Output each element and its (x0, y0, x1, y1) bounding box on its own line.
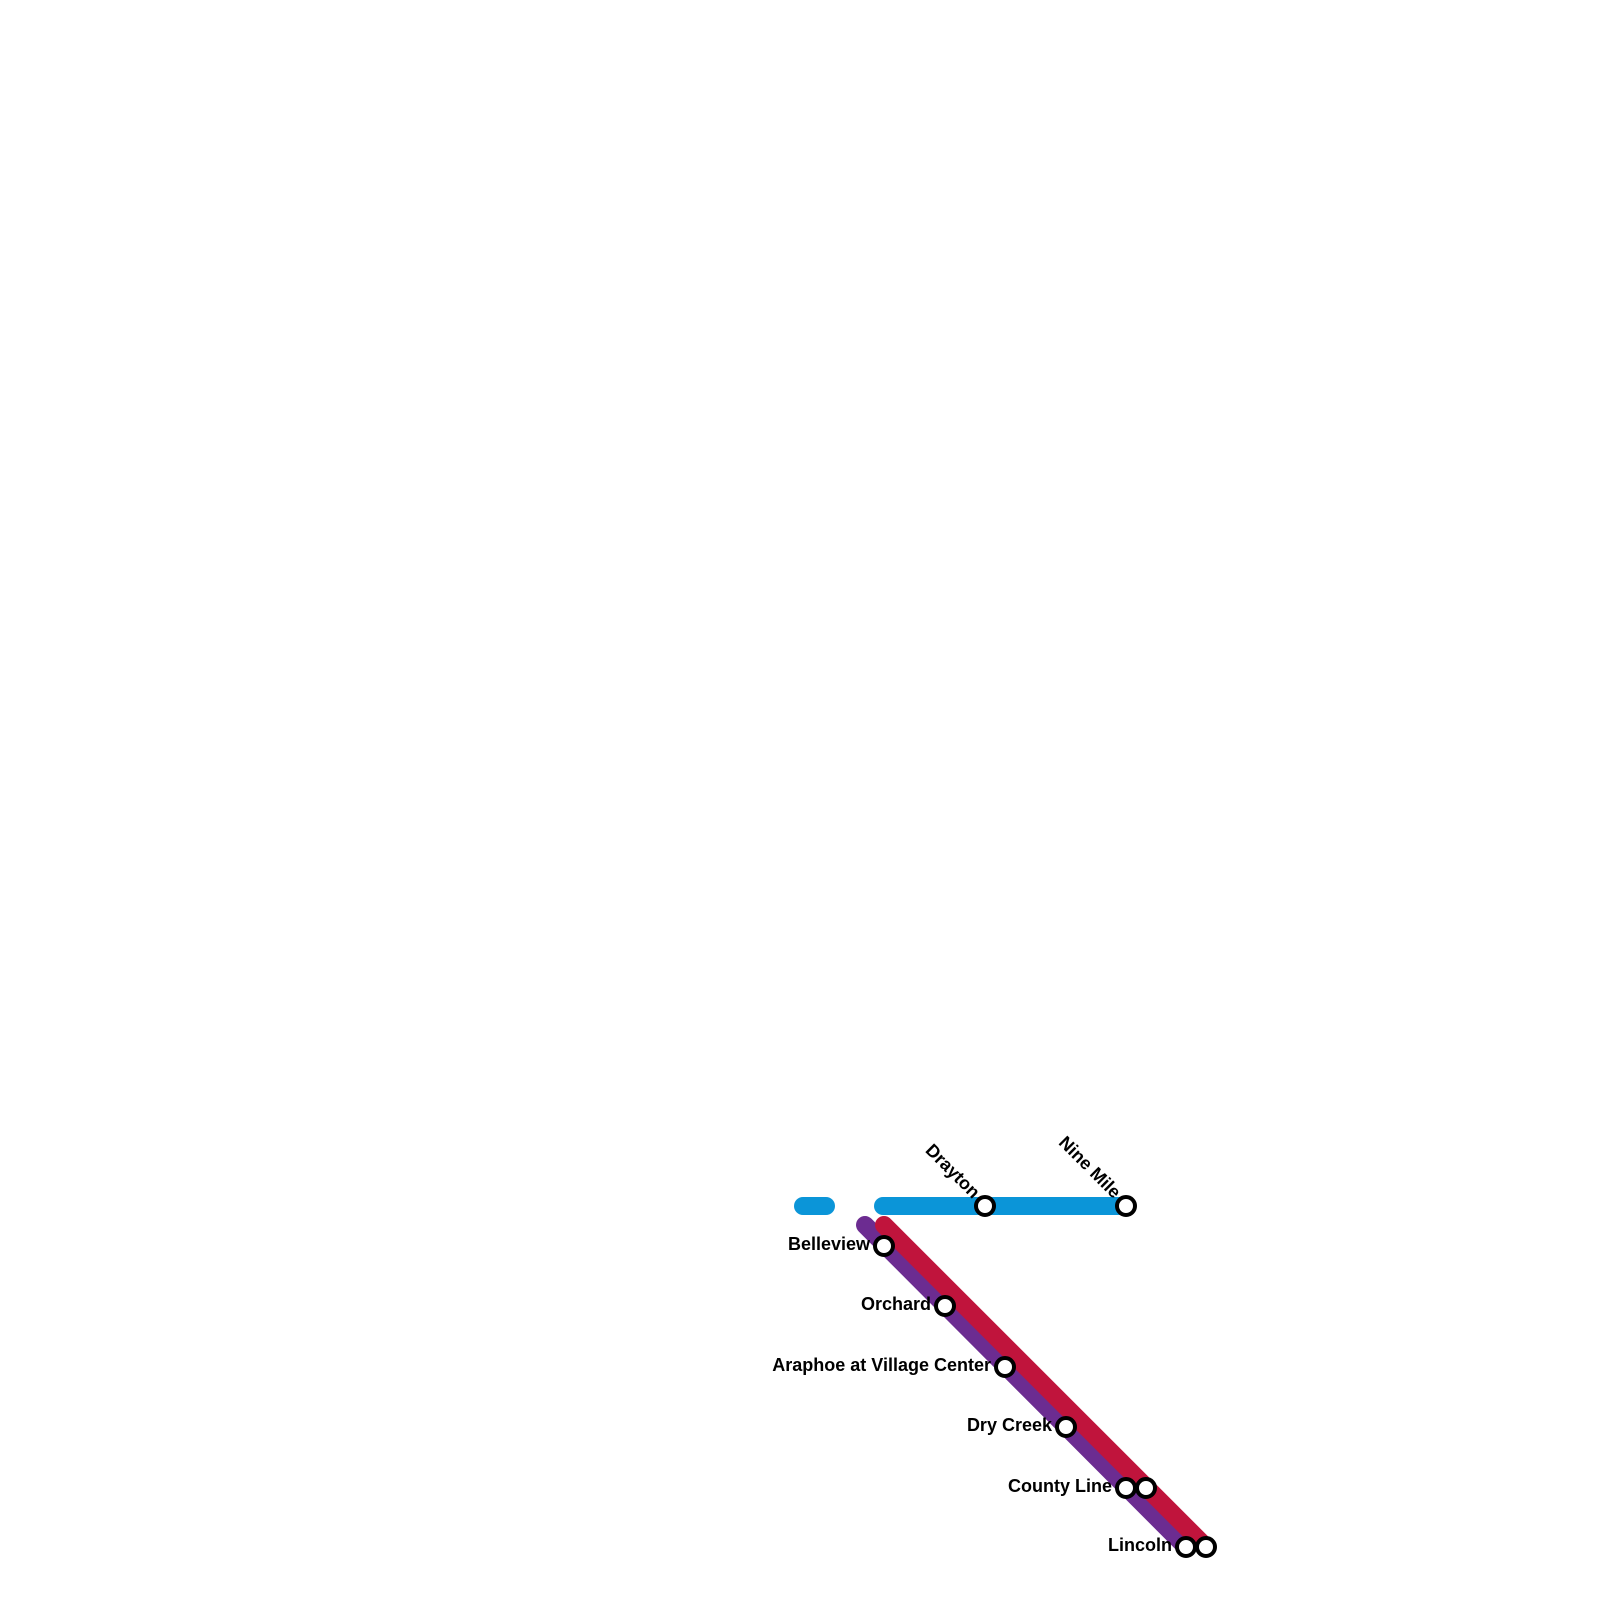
station (1055, 1416, 1077, 1438)
station (1135, 1477, 1157, 1499)
station (934, 1295, 956, 1317)
station (873, 1235, 895, 1257)
station-label: Lincoln (1108, 1535, 1172, 1555)
station (1115, 1477, 1137, 1499)
station (974, 1195, 996, 1217)
station-label: Dry Creek (967, 1415, 1053, 1435)
station-label: Orchard (861, 1294, 931, 1314)
station-label: Drayton (922, 1140, 984, 1202)
station-label: Araphoe at Village Center (772, 1355, 991, 1375)
station-label: Nine Mile (1055, 1132, 1125, 1202)
station (1115, 1195, 1137, 1217)
station (1195, 1536, 1217, 1558)
purple-line (856, 1216, 1195, 1556)
station (994, 1356, 1016, 1378)
station-label: County Line (1008, 1476, 1112, 1496)
station (1175, 1536, 1197, 1558)
red-line (875, 1216, 1215, 1556)
station-label: Belleview (788, 1234, 871, 1254)
